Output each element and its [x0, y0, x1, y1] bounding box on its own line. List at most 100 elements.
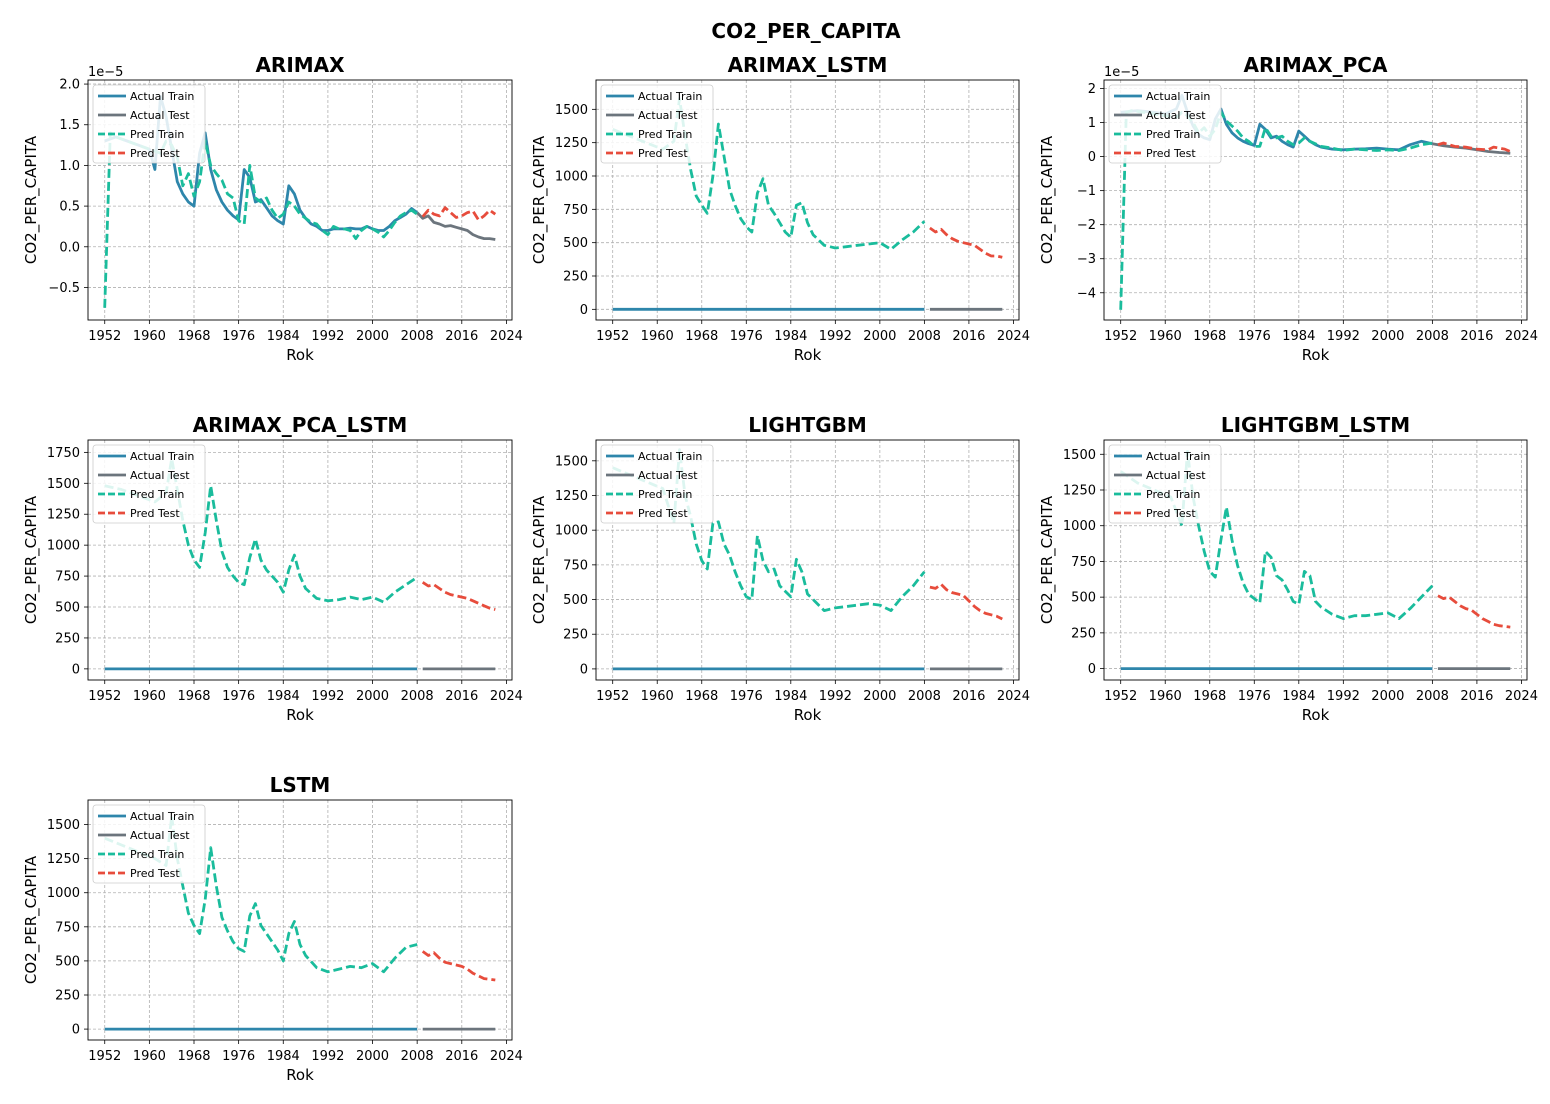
y-tick-label: 1250 [47, 508, 80, 523]
legend-box [92, 804, 206, 884]
legend: Actual Train Actual Test Pred Train Pred Te… [1108, 84, 1222, 164]
y-tick-label: 0 [1088, 150, 1096, 165]
legend-box [600, 444, 714, 524]
x-tick-label: 1976 [1238, 689, 1271, 704]
x-tick-label: 2008 [401, 1049, 434, 1064]
legend-label: Pred Train [130, 848, 184, 861]
y-tick-label: 250 [563, 270, 588, 285]
y-axis-label: CO2_PER_CAPITA [22, 135, 41, 264]
subplot-title: LIGHTGBM_LSTM [1221, 413, 1410, 437]
legend-label: Actual Train [130, 450, 194, 463]
y-tick-label: 1500 [555, 103, 588, 118]
axes-frame [595, 439, 1020, 681]
x-axis-label: Rok [1302, 346, 1330, 364]
y-tick-label: 1000 [1063, 519, 1096, 534]
series-line-pred-test [421, 581, 496, 611]
figure-suptitle: CO2_PER_CAPITA [711, 19, 901, 43]
x-tick-label: 1984 [774, 689, 807, 704]
x-axis-label: Rok [794, 346, 822, 364]
y-tick-label: 500 [563, 236, 588, 251]
x-tick-label: 2000 [863, 329, 896, 344]
x-tick-label: 2024 [997, 689, 1030, 704]
x-tick-label: 2016 [445, 329, 478, 344]
x-tick-label: 1992 [1327, 689, 1360, 704]
subplot-lightgbm: 1952 1960 1968 1976 1984 1992 2000 2008 2016 2024… [530, 413, 1030, 724]
legend-label: Actual Train [638, 450, 702, 463]
series-line-actual-train [104, 94, 419, 232]
x-tick-label: 1968 [1193, 329, 1226, 344]
y-tick-label: 750 [55, 920, 80, 935]
legend: Actual Train Actual Test Pred Train Pred Te… [92, 84, 206, 164]
y-tick-label: 0 [1088, 662, 1096, 677]
axes-frame [595, 79, 1020, 321]
x-tick-label: 1952 [596, 689, 629, 704]
x-tick-label: 2024 [997, 329, 1030, 344]
x-axis-label: Rok [286, 1066, 314, 1084]
y-tick-label: 0 [580, 303, 588, 318]
series-line-pred-test [421, 206, 497, 222]
subplot-arimax: 1952 1960 1968 1976 1984 1992 2000 2008 2016 2024… [22, 53, 523, 364]
x-tick-label: 1960 [641, 689, 674, 704]
x-tick-label: 2024 [490, 329, 523, 344]
y-tick-label: 250 [563, 628, 588, 643]
x-tick-label: 1976 [222, 1049, 255, 1064]
series-line-actual-test [416, 211, 496, 241]
subplot-title: ARIMAX_LSTM [728, 53, 888, 77]
legend-label: Actual Test [1146, 469, 1206, 482]
x-tick-label: 1952 [88, 1049, 121, 1064]
x-tick-label: 2024 [1505, 689, 1538, 704]
x-tick-label: 1976 [1238, 329, 1271, 344]
series-line-pred-test [1437, 141, 1511, 153]
y-tick-label: 1750 [47, 446, 80, 461]
x-tick-label: 1960 [133, 1049, 166, 1064]
x-tick-label: 1976 [730, 329, 763, 344]
legend-label: Pred Test [130, 507, 180, 520]
y-tick-label: 1.0 [59, 159, 80, 174]
legend-label: Actual Test [1146, 109, 1206, 122]
x-tick-label: 1952 [1104, 329, 1137, 344]
legend-box [1108, 84, 1222, 164]
subplot-title: ARIMAX [255, 53, 345, 77]
legend-box [600, 84, 714, 164]
series-line-pred-train [612, 97, 926, 251]
legend-label: Pred Train [130, 128, 184, 141]
y-tick-label: 1500 [47, 818, 80, 833]
x-tick-label: 1960 [1149, 329, 1182, 344]
legend: Actual Train Actual Test Pred Train Pred Te… [600, 84, 714, 164]
legend-label: Actual Train [638, 90, 702, 103]
legend-label: Pred Train [130, 488, 184, 501]
x-tick-label: 2016 [445, 689, 478, 704]
series-line-pred-test [929, 226, 1003, 259]
legend-label: Pred Test [1146, 507, 1196, 520]
legend: Actual Train Actual Test Pred Train Pred Te… [92, 444, 206, 524]
y-tick-label: 0.5 [59, 200, 80, 215]
legend-label: Pred Test [638, 507, 688, 520]
x-axis-label: Rok [286, 346, 314, 364]
x-tick-label: 2000 [356, 1049, 389, 1064]
x-tick-label: 1984 [267, 689, 300, 704]
legend-label: Actual Train [130, 810, 194, 823]
y-tick-label: 750 [1071, 555, 1096, 570]
x-tick-label: 1952 [1104, 689, 1137, 704]
y-tick-label: 250 [55, 631, 80, 646]
y-tick-label: 500 [1071, 591, 1096, 606]
legend-box [1108, 444, 1222, 524]
y-tick-label: 2.0 [59, 78, 80, 93]
y-tick-label: 1250 [555, 136, 588, 151]
subplot-title: LSTM [270, 773, 331, 797]
y-tick-label: 1000 [555, 524, 588, 539]
legend-label: Actual Test [130, 469, 190, 482]
x-tick-label: 1976 [222, 329, 255, 344]
x-tick-label: 1960 [641, 329, 674, 344]
y-tick-label: 0 [72, 662, 80, 677]
y-tick-label: −4 [1077, 286, 1096, 301]
x-tick-label: 2008 [401, 689, 434, 704]
legend-label: Actual Test [130, 109, 190, 122]
legend-box [92, 444, 206, 524]
legend-label: Pred Train [1146, 128, 1200, 141]
x-tick-label: 1952 [88, 689, 121, 704]
subplot-lstm: 1952 1960 1968 1976 1984 1992 2000 2008 2016 2024… [22, 773, 523, 1084]
y-tick-label: 500 [55, 954, 80, 969]
x-tick-label: 1968 [177, 689, 210, 704]
subplot-title: LIGHTGBM [748, 413, 867, 437]
